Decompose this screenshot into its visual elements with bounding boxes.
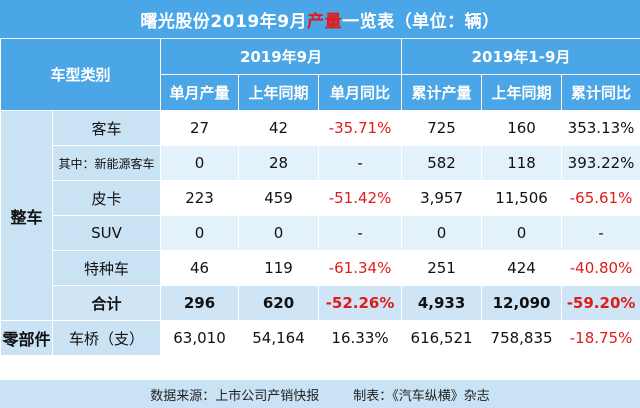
cell-month-yoy: - xyxy=(318,215,403,251)
group-label-vehicle: 整车 xyxy=(0,110,53,321)
table-title: 曙光股份2019年9月 产量 一览表（单位：辆） xyxy=(0,0,640,38)
title-highlight: 产量 xyxy=(307,11,343,32)
cell-month-yoy: -35.71% xyxy=(318,110,403,146)
col-header-ytd-yoy: 累计同比 xyxy=(561,74,640,111)
total-ytd-prev: 12,090 xyxy=(481,285,563,321)
cell-ytd-yoy: -18.75% xyxy=(561,320,640,356)
cell-ytd-prev: 11,506 xyxy=(481,180,563,216)
parts-row: 零部件 车桥（支） 63,010 54,164 16.33% 616,521 7… xyxy=(0,320,640,356)
cell-month-prev: 28 xyxy=(238,145,320,181)
cell-month: 63,010 xyxy=(160,320,240,356)
total-row: 合计 296 620 -52.26% 4,933 12,090 -59.20% xyxy=(1,285,640,321)
cell-month-yoy: -51.42% xyxy=(318,180,403,216)
cell-ytd-prev: 118 xyxy=(481,145,563,181)
cell-ytd: 251 xyxy=(401,250,483,286)
cell-month-yoy: - xyxy=(318,145,403,181)
cell-ytd-yoy: -40.80% xyxy=(561,250,640,286)
cell-month-yoy: 16.33% xyxy=(318,320,403,356)
cell-month: 0 xyxy=(160,145,240,181)
table-row: 特种车 46 119 -61.34% 251 424 -40.80% xyxy=(1,250,640,286)
cell-month: 46 xyxy=(160,250,240,286)
cell-month-prev: 42 xyxy=(238,110,320,146)
row-label: SUV xyxy=(51,215,162,251)
total-ytd-yoy: -59.20% xyxy=(561,285,640,321)
cell-ytd: 725 xyxy=(401,110,483,146)
cell-ytd: 3,957 xyxy=(401,180,483,216)
cell-ytd: 582 xyxy=(401,145,483,181)
table-row: SUV 0 0 - 0 0 - xyxy=(1,215,640,251)
cell-ytd-prev: 0 xyxy=(481,215,563,251)
total-month: 296 xyxy=(160,285,240,321)
total-label: 合计 xyxy=(51,285,162,321)
total-month-yoy: -52.26% xyxy=(318,285,403,321)
production-table: 车型类别 2019年9月 2019年1-9月 单月产量 上年同期 单月同比 累计… xyxy=(0,38,640,356)
cell-ytd-yoy: 353.13% xyxy=(561,110,640,146)
col-header-ytd: 累计产量 xyxy=(401,74,483,111)
table-row: 整车 客车 27 42 -35.71% 725 160 353.13% xyxy=(0,110,640,321)
cell-ytd-yoy: 393.22% xyxy=(561,145,640,181)
table-row: 皮卡 223 459 -51.42% 3,957 11,506 -65.61% xyxy=(1,180,640,216)
table-footer: 数据来源：上市公司产销快报 制表：《汽车纵横》杂志 xyxy=(0,380,640,408)
row-label: 其中：新能源客车 xyxy=(51,145,162,181)
cell-ytd: 616,521 xyxy=(401,320,483,356)
cell-ytd-prev: 758,835 xyxy=(481,320,563,356)
row-label: 客车 xyxy=(51,110,162,146)
title-suffix: 一览表（单位：辆） xyxy=(342,11,500,32)
period-ytd-header: 2019年1-9月 xyxy=(401,38,640,75)
category-header: 车型类别 xyxy=(0,38,162,111)
group-label-parts: 零部件 xyxy=(0,320,53,356)
cell-month: 27 xyxy=(160,110,240,146)
cell-month: 223 xyxy=(160,180,240,216)
total-ytd: 4,933 xyxy=(401,285,483,321)
period-month-header: 2019年9月 xyxy=(160,38,403,75)
cell-month-prev: 119 xyxy=(238,250,320,286)
total-month-prev: 620 xyxy=(238,285,320,321)
data-source: 数据来源：上市公司产销快报 xyxy=(150,388,320,404)
cell-month-prev: 0 xyxy=(238,215,320,251)
cell-month-prev: 459 xyxy=(238,180,320,216)
cell-month: 0 xyxy=(160,215,240,251)
cell-month-yoy: -61.34% xyxy=(318,250,403,286)
row-label: 特种车 xyxy=(51,250,162,286)
row-label: 皮卡 xyxy=(51,180,162,216)
cell-month-prev: 54,164 xyxy=(238,320,320,356)
col-header-ytd-prev: 上年同期 xyxy=(481,74,563,111)
col-header-month-yoy: 单月同比 xyxy=(318,74,403,111)
cell-ytd-yoy: - xyxy=(561,215,640,251)
cell-ytd: 0 xyxy=(401,215,483,251)
cell-ytd-prev: 424 xyxy=(481,250,563,286)
col-header-month: 单月产量 xyxy=(160,74,240,111)
row-label: 车桥（支） xyxy=(51,320,162,356)
table-maker: 制表：《汽车纵横》杂志 xyxy=(353,388,490,404)
col-header-month-prev: 上年同期 xyxy=(238,74,320,111)
cell-ytd-prev: 160 xyxy=(481,110,563,146)
cell-ytd-yoy: -65.61% xyxy=(561,180,640,216)
table-row: 其中：新能源客车 0 28 - 582 118 393.22% xyxy=(1,145,640,181)
title-prefix: 曙光股份2019年9月 xyxy=(140,11,308,32)
